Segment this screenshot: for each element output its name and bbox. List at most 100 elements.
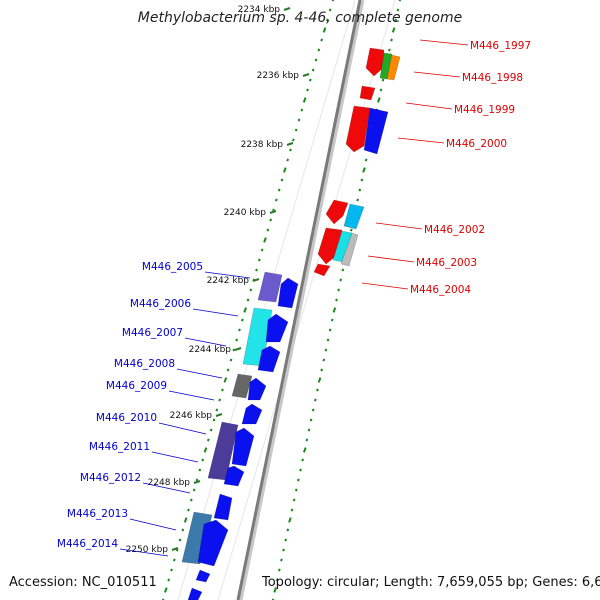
gc-dot-left	[325, 18, 329, 22]
gc-dot-left	[240, 318, 244, 322]
gc-dot-left	[257, 258, 261, 262]
gc-dot-left	[255, 268, 258, 272]
gc-dot-left	[294, 128, 298, 132]
label-leader	[367, 255, 415, 263]
gc-dot-right	[282, 548, 285, 552]
gc-dot-right	[381, 78, 385, 82]
gc-dot-right	[277, 568, 281, 572]
gc-dot-left	[320, 38, 324, 42]
gene-feature	[365, 47, 385, 77]
gc-dot-left	[311, 68, 315, 72]
lane-guide	[217, 0, 396, 600]
label-leader	[405, 102, 453, 110]
gc-dot-left	[172, 558, 176, 562]
gc-dot-right	[320, 368, 324, 372]
gene-feature	[197, 519, 229, 567]
gene-feature	[340, 232, 359, 267]
gene-feature	[213, 493, 233, 521]
gc-dot-right	[322, 358, 326, 362]
gc-dot-left	[260, 248, 264, 252]
gc-dot-left	[322, 27, 327, 33]
label-leader	[192, 308, 239, 317]
gc-dot-left	[183, 517, 188, 523]
label-leader	[176, 368, 223, 379]
gc-dot-right	[311, 408, 315, 412]
label-leader	[361, 282, 409, 290]
gc-dot-left	[189, 498, 193, 502]
gc-dot-right	[332, 307, 337, 313]
label-leader	[204, 271, 251, 279]
backbone-shadow	[237, 0, 365, 600]
gc-dot-left	[232, 348, 236, 352]
gene-label: M446_2008	[114, 358, 175, 370]
label-leader	[419, 39, 469, 46]
label-leader	[151, 451, 199, 463]
gc-dot-right	[286, 528, 290, 532]
gc-dot-right	[290, 508, 294, 512]
gc-dot-right	[307, 428, 311, 432]
gc-dot-left	[243, 307, 247, 313]
gene-feature	[386, 54, 401, 81]
gc-dot-left	[283, 167, 287, 173]
gc-dot-left	[314, 58, 318, 62]
gc-dot-right	[335, 298, 338, 302]
gc-dot-right	[339, 278, 343, 282]
gc-dot-left	[218, 398, 222, 402]
gc-dot-left	[229, 358, 233, 362]
gene-label: M446_2011	[89, 441, 150, 453]
gene-feature	[231, 373, 253, 399]
gc-dot-right	[301, 458, 304, 462]
gc-dot-right	[398, 0, 402, 2]
gc-dot-left	[209, 428, 213, 432]
map-title: Methylobacterium sp. 4-46, complete geno…	[138, 10, 462, 26]
scale-tick-mark	[171, 547, 179, 551]
gene-feature	[247, 377, 267, 401]
gc-dot-left	[170, 568, 173, 572]
gene-feature	[277, 277, 299, 309]
label-leader	[129, 518, 177, 531]
scale-tick-mark	[252, 278, 260, 282]
gc-dot-right	[294, 488, 298, 492]
gc-dot-left	[223, 377, 228, 383]
gc-dot-left	[300, 108, 304, 112]
gc-dot-right	[328, 328, 332, 332]
gc-dot-left	[226, 368, 230, 372]
gene-feature	[257, 345, 281, 373]
gene-label: M446_2005	[142, 261, 203, 273]
gene-feature	[325, 199, 349, 225]
gc-dot-left	[181, 528, 185, 532]
gene-feature	[359, 85, 376, 101]
gc-dot-left	[198, 468, 202, 472]
gene-label: M446_2014	[57, 538, 118, 550]
gc-dot-left	[331, 0, 335, 2]
gc-dot-left	[249, 288, 253, 292]
gc-dot-left	[215, 408, 219, 412]
gc-dot-right	[309, 418, 313, 422]
gc-dot-right	[356, 198, 360, 202]
gene-feature	[313, 263, 331, 277]
gc-dot-right	[273, 587, 277, 593]
gc-dot-right	[337, 288, 340, 292]
scale-tick-mark	[269, 210, 277, 214]
gc-dot-left	[291, 138, 295, 142]
gene-label: M446_1999	[454, 104, 515, 116]
gene-feature	[223, 465, 245, 487]
gc-dot-left	[203, 447, 208, 453]
gc-dot-right	[275, 578, 279, 582]
scale-tick-mark	[283, 7, 291, 11]
gc-dot-right	[299, 468, 302, 472]
label-leader	[142, 482, 191, 494]
scale-tick-mark	[302, 73, 310, 77]
gene-feature	[241, 403, 263, 425]
scale-tick-label: 2248 kbp	[148, 478, 191, 488]
scale-tick-label: 2234 kbp	[238, 5, 281, 15]
gc-dot-left	[289, 148, 292, 152]
gc-dot-left	[167, 578, 171, 582]
gc-dot-right	[364, 158, 368, 162]
gc-dot-right	[297, 478, 300, 482]
gene-label: M446_2006	[130, 298, 191, 310]
gc-dot-right	[377, 97, 381, 103]
gc-dot-left	[235, 338, 239, 342]
